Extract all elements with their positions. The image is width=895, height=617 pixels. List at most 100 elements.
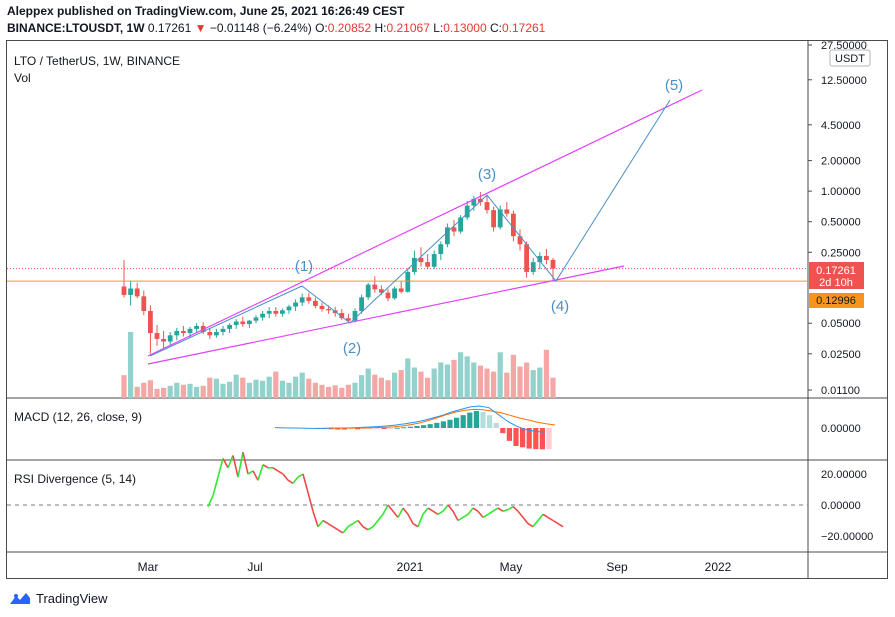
volume-bar xyxy=(233,374,239,398)
candle-body xyxy=(313,300,318,306)
candle-body xyxy=(359,297,364,311)
volume-bar xyxy=(253,379,259,398)
rsi-segment xyxy=(507,505,514,511)
volume-bar xyxy=(477,365,483,398)
volume-bar xyxy=(141,382,147,398)
rsi-segment xyxy=(342,526,349,534)
rsi-segment xyxy=(217,458,224,478)
rsi-segment xyxy=(402,507,409,515)
main-pane-title: LTO / TetherUS, 1W, BINANCE xyxy=(14,54,180,68)
macd-histogram-bar xyxy=(460,415,466,428)
volume-bar xyxy=(154,388,160,398)
candle-body xyxy=(141,296,147,311)
rsi-segment xyxy=(537,513,544,522)
candle-body xyxy=(464,205,470,218)
volume-label: Vol xyxy=(14,71,31,85)
rsi-segment xyxy=(452,510,459,521)
rsi-axis-tick-label: 0.00000 xyxy=(821,500,861,512)
volume-bar xyxy=(273,371,279,398)
wave-label-3: (3) xyxy=(478,166,496,183)
rsi-segment xyxy=(427,507,434,512)
candle-body xyxy=(451,227,457,232)
rsi-segment xyxy=(337,529,344,534)
rsi-segment xyxy=(307,492,314,512)
volume-bar xyxy=(194,386,200,398)
volume-bar xyxy=(537,367,543,398)
price-axis-tick-label: 2.00000 xyxy=(821,156,861,168)
volume-bar xyxy=(504,372,510,398)
volume-bar xyxy=(213,378,219,398)
macd-histogram-bar xyxy=(513,428,519,446)
close-value: 0.17261 xyxy=(501,21,546,35)
currency-label: USDT xyxy=(835,53,865,65)
rsi-segment xyxy=(437,510,444,515)
candle-body xyxy=(233,321,239,326)
rsi-segment xyxy=(412,522,419,528)
candle-body xyxy=(214,331,219,336)
symbol-line: BINANCE:LTOUSDT, 1W 0.17261 ▼ −0.01148 (… xyxy=(7,20,545,37)
candle-body xyxy=(293,302,298,307)
volume-bar xyxy=(471,362,477,398)
last-price: 0.17261 xyxy=(147,21,192,35)
candle-body xyxy=(405,271,411,292)
macd-histogram-bar xyxy=(520,428,526,448)
macd-line xyxy=(274,405,545,433)
rsi-segment xyxy=(327,522,334,528)
candle-body xyxy=(438,244,444,255)
candle-body xyxy=(134,288,140,297)
candle-body xyxy=(187,328,193,334)
low-label: L: xyxy=(433,21,444,35)
rsi-segment xyxy=(432,510,439,515)
candle-body xyxy=(425,262,430,267)
rsi-segment xyxy=(287,479,294,484)
volume-bar xyxy=(180,384,186,398)
wave-label-1: (1) xyxy=(295,258,313,275)
candle-body xyxy=(220,328,226,332)
macd-histogram-bar xyxy=(348,428,354,430)
volume-bar xyxy=(299,372,305,398)
brand-name: TradingView xyxy=(36,590,108,606)
elliott-wave-path xyxy=(149,99,671,357)
rsi-segment xyxy=(262,464,269,469)
time-axis-label: Jul xyxy=(247,560,262,574)
macd-histogram-bar xyxy=(394,427,400,429)
close-label: C: xyxy=(489,21,502,35)
high-value: 0.21067 xyxy=(386,21,430,35)
last-price-badge xyxy=(809,262,864,289)
candle-body xyxy=(471,198,477,206)
macd-pane-title: MACD (12, 26, close, 9) xyxy=(14,410,142,424)
price-change: −0.01148 (−6.24%) xyxy=(209,21,312,35)
rsi-segment xyxy=(447,504,454,512)
volume-bar xyxy=(345,384,351,398)
volume-bar xyxy=(451,359,457,398)
volume-bar xyxy=(359,375,365,398)
volume-bar xyxy=(260,380,266,398)
low-value: 0.13000 xyxy=(443,21,487,35)
volume-bar xyxy=(378,377,384,398)
rsi-segment xyxy=(387,504,394,512)
macd-histogram-bar xyxy=(467,412,473,428)
tradingview-cloud-icon xyxy=(10,593,30,604)
rsi-segment xyxy=(227,455,234,469)
candle-body xyxy=(458,217,463,232)
volume-bar xyxy=(517,366,523,398)
rsi-segment xyxy=(352,519,359,525)
rsi-segment xyxy=(542,513,549,519)
volume-bar xyxy=(128,332,134,398)
currency-box[interactable] xyxy=(829,49,871,67)
volume-bar xyxy=(372,374,378,398)
volume-bar xyxy=(332,385,338,398)
rsi-segment xyxy=(477,510,484,518)
chart-frame[interactable] xyxy=(6,40,888,579)
candle-body xyxy=(227,325,232,329)
tradingview-logo[interactable]: TradingView xyxy=(8,590,108,606)
volume-bar xyxy=(497,352,503,398)
candle-body xyxy=(154,333,160,339)
rsi-segment xyxy=(482,513,489,519)
volume-bar xyxy=(312,382,318,398)
rsi-segment xyxy=(332,526,339,531)
candle-body xyxy=(181,330,186,334)
volume-bar xyxy=(326,386,332,398)
wave-label-4: (4) xyxy=(551,298,569,315)
